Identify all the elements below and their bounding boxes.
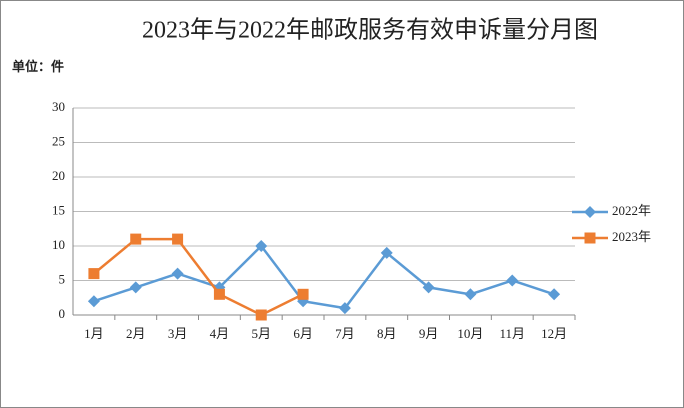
x-tick-label: 8月 [377, 326, 397, 341]
chart-title: 2023年与2022年邮政服务有效申诉量分月图 [142, 17, 598, 44]
x-tick-label: 5月 [251, 326, 271, 341]
x-tick-label: 2月 [126, 326, 146, 341]
x-tick-label: 7月 [335, 326, 355, 341]
y-tick-label: 0 [59, 306, 66, 321]
marker [88, 268, 100, 280]
marker [338, 302, 351, 315]
marker [584, 206, 596, 218]
marker [506, 274, 519, 287]
x-tick-label: 4月 [210, 326, 230, 341]
x-tick-label: 9月 [419, 326, 439, 341]
legend-label: 2023年 [612, 229, 651, 244]
unit-label: 单位：件 [12, 59, 64, 74]
marker [380, 246, 393, 259]
x-tick-label: 3月 [168, 326, 188, 341]
series-line [93, 244, 555, 310]
marker [255, 240, 268, 252]
marker [171, 267, 184, 280]
marker [172, 233, 184, 245]
x-tick-label: 10月 [457, 326, 483, 341]
legend-label: 2022年 [612, 203, 651, 218]
marker [584, 232, 596, 244]
x-tick-label: 11月 [499, 326, 525, 341]
y-tick-label: 10 [52, 237, 65, 252]
y-tick-label: 30 [52, 99, 65, 114]
marker [130, 233, 142, 245]
marker [297, 288, 309, 300]
y-tick-label: 15 [52, 202, 65, 217]
series-line [93, 237, 304, 317]
y-tick-label: 25 [52, 133, 65, 148]
marker [129, 281, 142, 294]
marker [87, 295, 100, 308]
marker [422, 281, 435, 294]
y-tick-label: 20 [52, 168, 65, 183]
marker [255, 309, 267, 321]
marker [464, 288, 477, 301]
x-tick-label: 6月 [293, 326, 313, 341]
x-tick-label: 12月 [541, 326, 567, 341]
x-tick-label: 1月 [84, 326, 104, 341]
y-tick-label: 5 [59, 271, 66, 286]
marker [548, 288, 561, 301]
marker [213, 288, 225, 300]
